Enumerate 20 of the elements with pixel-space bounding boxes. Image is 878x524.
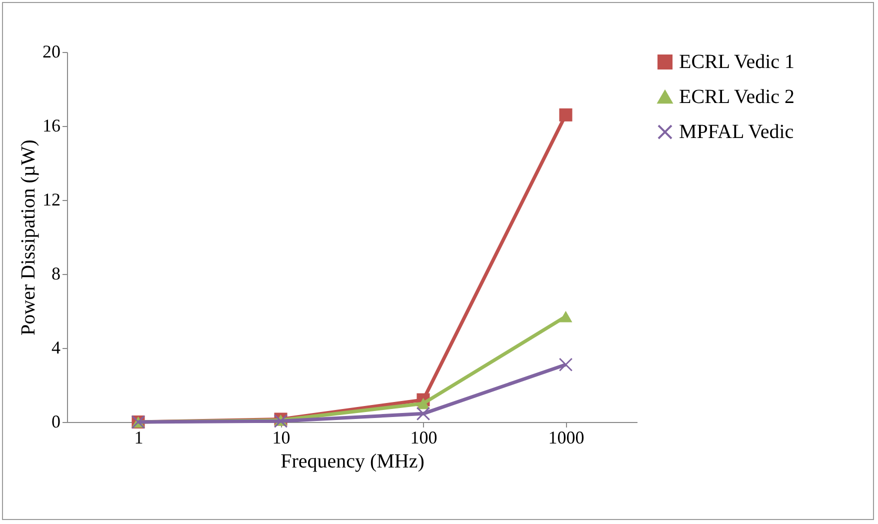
- point: [559, 108, 572, 122]
- x-tick-label: 1000: [548, 428, 584, 448]
- y-tick-label: 20: [42, 42, 60, 62]
- y-tick-label: 0: [52, 412, 60, 432]
- y-tick-label: 8: [52, 264, 60, 284]
- point: [559, 310, 572, 322]
- y-tick-label: 16: [42, 116, 60, 136]
- point: [416, 406, 430, 421]
- x-tick-label: 1: [134, 428, 144, 448]
- legend-label: MPFAL Vedic: [679, 121, 794, 143]
- y-tick-label: 4: [52, 338, 60, 358]
- y-tick-label: 12: [42, 190, 60, 210]
- legend-label: ECRL Vedic 1: [679, 51, 795, 73]
- x-axis-title: Frequency (MHz): [280, 450, 424, 472]
- point: [416, 398, 430, 410]
- point: [558, 358, 573, 372]
- x-tick-label: 100: [410, 428, 438, 448]
- legend-label: ECRL Vedic 2: [679, 86, 795, 108]
- y-axis-title: Power Dissipation (µW): [18, 140, 40, 336]
- x-tick-label: 10: [272, 428, 290, 448]
